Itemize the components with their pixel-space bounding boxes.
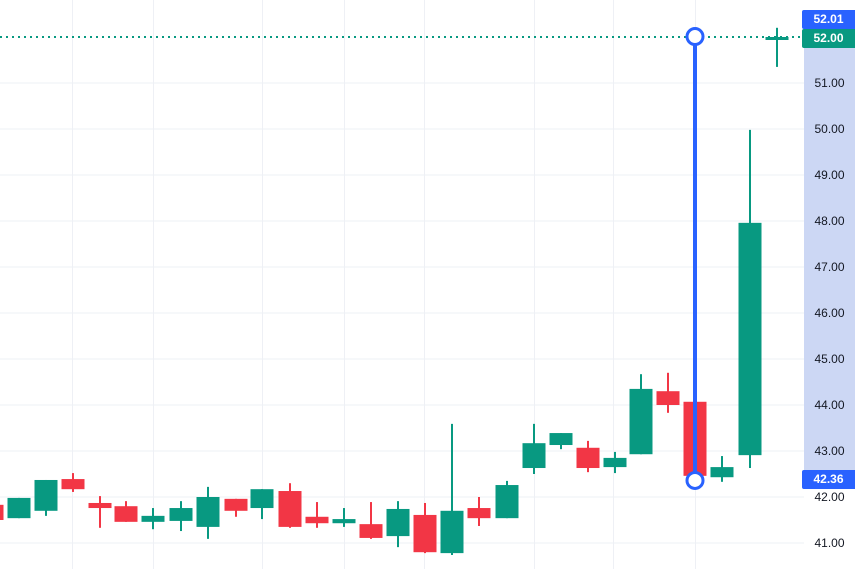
price-tick-label: 46.00 (814, 306, 845, 320)
candle-down (114, 501, 138, 522)
candle-down (61, 473, 85, 492)
candle-down (278, 483, 302, 528)
price-tick-label: 42.00 (814, 490, 845, 504)
price-tick-label: 45.00 (814, 352, 845, 366)
candle-up (710, 456, 734, 482)
candle-up (169, 501, 193, 532)
price-tick-label: 41.00 (814, 536, 845, 550)
measure-bottom-price-badge: 42.36 (802, 470, 855, 490)
measure-line-drawing[interactable] (685, 27, 705, 490)
candle-up (603, 451, 627, 474)
candle-up (629, 374, 653, 455)
candle-down (359, 502, 383, 539)
axis-selection-highlight (804, 36, 855, 481)
candle-up (495, 480, 519, 519)
candle-down (576, 440, 600, 473)
candle-up (522, 423, 546, 474)
price-tick-label: 44.00 (814, 398, 845, 412)
candle-down (305, 502, 329, 528)
candle-up (34, 479, 58, 516)
measure-handle-top[interactable] (685, 27, 705, 47)
candle-up (7, 497, 31, 519)
price-tick-label: 48.00 (814, 214, 845, 228)
candle-down (0, 504, 4, 520)
candle-up (738, 129, 762, 469)
price-tick-label: 43.00 (814, 444, 845, 458)
candle-down (467, 497, 491, 526)
candle-up (250, 489, 274, 520)
price-tick-label: 49.00 (814, 168, 845, 182)
candle-down (656, 372, 680, 413)
candles (0, 27, 789, 555)
candle-down (224, 498, 248, 517)
price-tick-label: 50.00 (814, 122, 845, 136)
candle-up (196, 486, 220, 539)
last-price-badge: 52.00 (802, 29, 855, 48)
measure-top-price-badge: 52.01 (802, 10, 855, 29)
candle-up (440, 423, 464, 555)
candle-up (765, 27, 789, 67)
candle-up (332, 508, 356, 527)
measure-handle-bottom[interactable] (685, 470, 705, 490)
price-tick-label: 47.00 (814, 260, 845, 274)
candle-down (88, 496, 112, 528)
candle-down (413, 502, 437, 554)
candle-up (549, 433, 573, 450)
candle-up (141, 508, 165, 530)
price-axis[interactable]: 51.00 50.00 49.00 48.00 47.00 46.00 45.00 44.00… (802, 0, 855, 569)
grid-lines (0, 0, 804, 569)
price-tick-label: 51.00 (814, 76, 845, 90)
candle-up (386, 501, 410, 548)
